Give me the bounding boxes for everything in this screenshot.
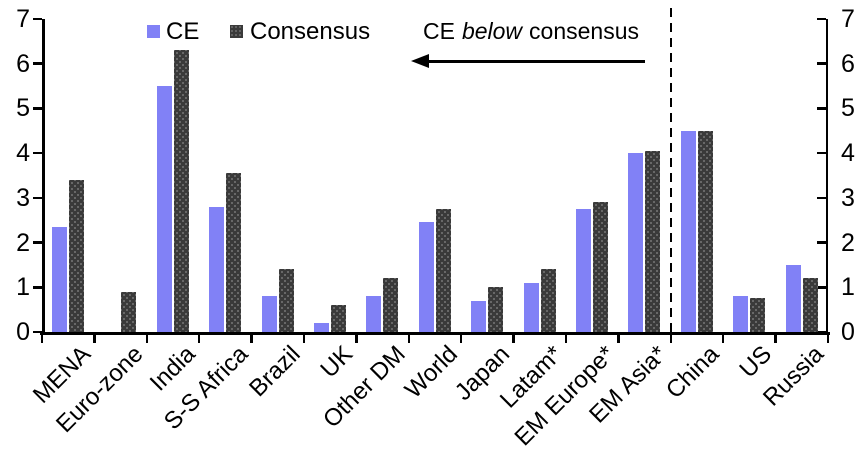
y-tick-left (33, 286, 42, 289)
y-tick-left (33, 196, 42, 200)
bar-consensus-russia (802, 278, 818, 332)
category-label-china: China (661, 340, 725, 405)
left-arrow-head-icon (411, 54, 429, 68)
y-tick-left (33, 107, 42, 110)
bar-consensus-latam (540, 269, 556, 332)
y-tick-right (816, 286, 826, 289)
y-tick-left (33, 330, 42, 334)
legend-swatch-consensus (230, 25, 243, 38)
bar-ce-mena (52, 226, 67, 332)
legend-label-ce: CE (166, 18, 200, 45)
bar-consensus-china (697, 130, 713, 332)
bar-consensus-world (435, 209, 451, 332)
bar-consensus-euro-zone (121, 291, 137, 332)
bar-ce-world (418, 222, 434, 332)
x-tick (721, 335, 725, 343)
y-tick-right (816, 196, 826, 200)
y-axis-label-left: 7 (16, 5, 30, 33)
y-axis-label-left: 1 (16, 273, 30, 302)
x-tick (145, 335, 149, 343)
bar-consensus-s-s-africa (226, 173, 242, 332)
x-tick (250, 335, 253, 343)
bar-consensus-brazil (278, 269, 294, 332)
y-axis-label-right: 7 (841, 5, 855, 33)
x-tick (826, 335, 830, 343)
bar-ce-us (733, 296, 749, 332)
x-tick (355, 335, 358, 343)
y-tick-left (33, 241, 42, 244)
y-axis-label-left: 6 (16, 49, 30, 78)
bar-ce-japan (471, 300, 487, 332)
y-tick-right (816, 107, 826, 110)
x-tick (459, 335, 463, 343)
annotation-word-italic: below (461, 18, 523, 44)
y-axis-label-left: 2 (16, 228, 30, 257)
bar-consensus-india (173, 50, 189, 332)
bar-ce-brazil (261, 296, 277, 332)
y-tick-right (816, 17, 826, 21)
y-tick-right (816, 241, 826, 244)
divider-dashed-line (669, 8, 673, 332)
bar-consensus-us (750, 298, 766, 332)
bar-ce-china (680, 130, 696, 332)
x-tick (40, 335, 44, 343)
x-axis (40, 332, 830, 335)
annotation-word: consensus (529, 18, 640, 44)
bar-consensus-mena (69, 179, 84, 332)
bar-consensus-em-europe (593, 202, 608, 332)
legend-swatch-ce (147, 25, 160, 38)
x-tick (512, 335, 515, 343)
y-axis-label-left: 5 (16, 94, 30, 123)
bar-consensus-other-dm (383, 278, 399, 332)
y-axis-label-right: 0 (841, 318, 855, 346)
y-axis-label-right: 5 (841, 94, 855, 123)
bar-consensus-em-asia (645, 150, 661, 332)
x-tick (302, 335, 306, 343)
annotation-ce-below-consensus: CE below consensus (403, 18, 659, 46)
y-axis-label-right: 1 (841, 273, 855, 302)
y-axis-label-left: 3 (16, 183, 30, 212)
y-axis-left (42, 19, 45, 335)
y-tick-left (33, 151, 42, 155)
y-tick-left (33, 62, 42, 65)
y-tick-right (816, 62, 826, 65)
category-label-world: World (399, 340, 463, 404)
bar-consensus-uk (331, 305, 346, 332)
plot-area: 0 0 1 1 2 2 3 3 4 4 5 5 6 6 7 7 MENA Euro-zone India S-S Af… (16, 7, 855, 452)
x-tick (774, 335, 777, 343)
left-arrow-line (428, 60, 645, 63)
x-tick (407, 335, 411, 343)
bar-ce-russia (785, 264, 801, 332)
x-tick (564, 335, 568, 343)
x-tick (617, 335, 620, 343)
bar-ce-other-dm (366, 296, 382, 332)
annotation-word: CE (422, 18, 455, 44)
bar-consensus-japan (488, 287, 504, 332)
bar-ce-em-asia (628, 153, 644, 332)
category-label-us: US (734, 340, 778, 384)
legend-label-consensus: Consensus (250, 18, 371, 45)
x-tick (197, 335, 201, 343)
y-tick-right (816, 151, 826, 155)
bar-ce-latam (523, 282, 539, 332)
y-axis-label-right: 3 (841, 183, 855, 212)
y-axis-label-right: 6 (841, 49, 855, 78)
bar-ce-uk (314, 323, 329, 332)
y-axis-label-left: 0 (16, 318, 30, 346)
category-label-brazil: Brazil (243, 340, 306, 403)
y-axis-right (825, 19, 828, 335)
y-axis-label-right: 2 (841, 228, 855, 257)
x-tick (669, 335, 673, 343)
y-axis-label-right: 4 (841, 139, 855, 168)
category-label-uk: UK (315, 340, 358, 384)
x-tick (93, 335, 96, 343)
y-tick-left (33, 17, 42, 21)
bar-ce-em-europe (576, 209, 591, 332)
bar-ce-s-s-africa (209, 206, 225, 332)
y-tick-right (816, 330, 826, 334)
bar-ce-india (156, 86, 172, 332)
y-axis-label-left: 4 (16, 139, 30, 168)
